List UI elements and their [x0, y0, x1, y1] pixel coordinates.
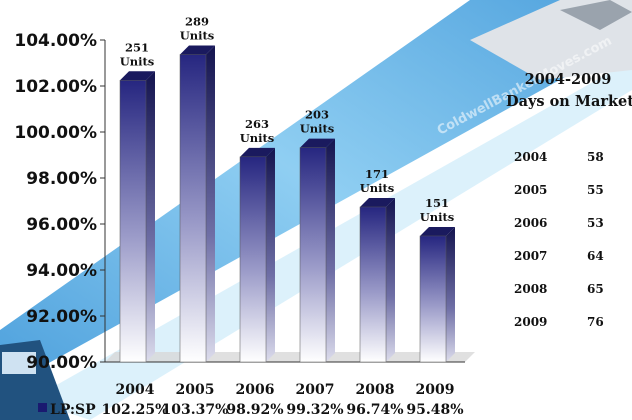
y-tick-group: 104.00% 102.00% 100.00% 98.00% 96.00% 94.00% 9… [14, 31, 105, 373]
unit-count-label: 203 [305, 108, 329, 122]
days-row-year: 2009 [514, 315, 547, 329]
bar-2009 [419, 235, 447, 363]
bar-top [360, 197, 395, 207]
x-tick-label: 2009 [416, 382, 455, 398]
value-label: 96.74% [346, 402, 403, 418]
bar-2005 [179, 54, 207, 363]
y-tick-label: 94.00% [26, 261, 97, 281]
legend-swatch [38, 403, 47, 412]
unit-count-label: 251 [125, 40, 149, 54]
x-tick-label: 2007 [296, 382, 335, 398]
days-row-year: 2005 [514, 183, 547, 197]
days-row-year: 2004 [514, 150, 547, 164]
days-row-year: 2006 [514, 216, 547, 230]
logo-block [2, 352, 36, 374]
unit-word-label: Units [180, 28, 215, 42]
value-label: 95.48% [406, 402, 463, 418]
unit-word-label: Units [360, 181, 395, 195]
value-label: 103.37% [162, 402, 229, 418]
x-label-group: 2004 2005 2006 2007 2008 2009 [116, 382, 455, 398]
bar-2004 [119, 80, 147, 363]
unit-word-label: Units [120, 54, 155, 68]
bar-top [420, 226, 455, 236]
days-row-value: 58 [587, 150, 604, 164]
x-tick-label: 2008 [356, 382, 395, 398]
days-row-year: 2008 [514, 282, 547, 296]
y-tick-label: 100.00% [14, 123, 97, 143]
unit-count-label: 171 [365, 167, 389, 181]
days-table-title-line2: Days on Market [506, 93, 632, 110]
photo-roof [560, 0, 632, 30]
bar-2008 [359, 206, 387, 363]
x-tick-label: 2006 [236, 382, 275, 398]
days-table-title-line1: 2004-2009 [525, 71, 612, 88]
bar-top [120, 71, 155, 81]
bar-2006 [239, 156, 267, 363]
y-tick-label: 92.00% [26, 307, 97, 327]
bar-side [326, 138, 335, 362]
days-row-value: 64 [587, 249, 604, 263]
bar-side [266, 147, 275, 362]
y-tick-label: 90.00% [26, 353, 97, 373]
legend-label: LP:SP [50, 402, 96, 418]
days-row-value: 53 [587, 216, 604, 230]
days-table-rows: 2004 58 2005 55 2006 53 2007 64 2008 65 2009 76 [514, 150, 604, 329]
x-tick-label: 2005 [176, 382, 215, 398]
bar-top [240, 147, 275, 157]
bar-side [146, 71, 155, 362]
data-label-group: 251Units289Units263Units203Units171Units… [120, 14, 455, 223]
bar-top [300, 138, 335, 148]
days-row-value: 55 [587, 183, 604, 197]
days-row-value: 65 [587, 282, 604, 296]
bar-2007 [299, 147, 327, 363]
unit-word-label: Units [300, 122, 335, 136]
value-label: 98.92% [226, 402, 283, 418]
unit-count-label: 289 [185, 14, 209, 28]
bar-side [206, 45, 215, 363]
y-tick-label: 96.00% [26, 215, 97, 235]
unit-count-label: 151 [425, 196, 449, 210]
y-tick-label: 104.00% [14, 31, 97, 51]
bar-side [446, 226, 455, 362]
x-tick-label: 2004 [116, 382, 155, 398]
value-label: 99.32% [286, 402, 343, 418]
bar-top [180, 45, 215, 55]
value-label-group: 102.25%103.37%98.92% 99.32% 96.74% 95.48% [102, 402, 464, 418]
bar-side [386, 197, 395, 362]
unit-count-label: 263 [245, 117, 269, 131]
unit-word-label: Units [420, 210, 455, 224]
y-tick-label: 98.00% [26, 169, 97, 189]
bar-group [119, 45, 455, 363]
days-row-year: 2007 [514, 249, 547, 263]
y-tick-label: 102.00% [14, 77, 97, 97]
days-row-value: 76 [587, 315, 604, 329]
unit-word-label: Units [240, 131, 275, 145]
value-label: 102.25% [102, 402, 169, 418]
plot-floor [105, 352, 475, 362]
